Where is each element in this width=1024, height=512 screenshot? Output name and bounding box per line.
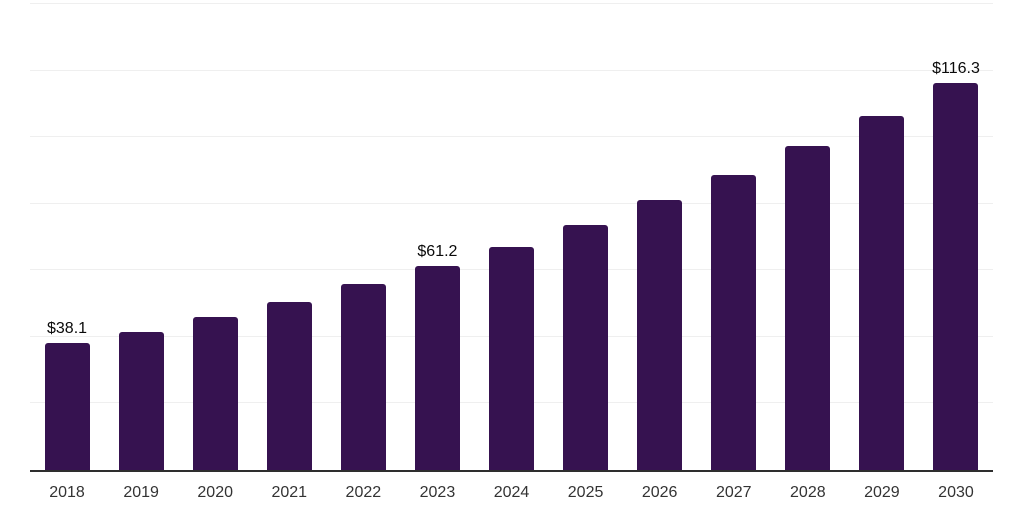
x-tick-2028: 2028 xyxy=(790,484,826,501)
bar-slot-2030: $116.3 xyxy=(919,0,993,470)
bar-2018 xyxy=(44,343,90,470)
x-tick-2025: 2025 xyxy=(567,484,604,501)
bar-slot-2027 xyxy=(697,0,771,470)
x-tick-2022: 2022 xyxy=(345,484,382,501)
bar-slot-2020 xyxy=(178,0,252,470)
x-tick-2020: 2020 xyxy=(197,484,233,501)
bar-slot-2019 xyxy=(104,0,178,470)
x-tick-2029: 2029 xyxy=(864,484,900,501)
x-tick-2021: 2021 xyxy=(271,484,308,501)
bar-2020 xyxy=(192,316,238,470)
bar-2028 xyxy=(785,145,831,470)
x-tick-2023: 2023 xyxy=(419,484,456,501)
x-tick-2030: 2030 xyxy=(938,484,974,501)
bar-2026 xyxy=(637,200,683,470)
bar-slot-2021 xyxy=(252,0,326,470)
x-axis-labels: 2018 2019 2020 2021 2022 2023 2024 2025 2026 2027… xyxy=(30,484,993,502)
bar-slot-2026 xyxy=(623,0,697,470)
bar-value-label-2030: $116.3 xyxy=(932,59,980,77)
bar-value-label-2018: $38.1 xyxy=(47,320,88,338)
bar-2023 xyxy=(414,266,460,470)
x-tick-2024: 2024 xyxy=(493,484,530,501)
bar-2021 xyxy=(266,302,312,470)
plot-area: $38.1 $61.2 $116.3 xyxy=(30,0,993,472)
gridline-80 xyxy=(30,202,993,204)
x-tick-2019: 2019 xyxy=(123,484,159,501)
x-tick-2018: 2018 xyxy=(49,484,85,501)
bar-2022 xyxy=(340,284,386,470)
x-axis-line xyxy=(30,470,993,472)
bar-value-label-2023: $61.2 xyxy=(417,243,458,261)
bar-2027 xyxy=(711,175,757,470)
bar-slot-2025 xyxy=(549,0,623,470)
gridline-120 xyxy=(30,69,993,71)
bar-slot-2028 xyxy=(771,0,845,470)
bar-2019 xyxy=(118,331,164,470)
bar-slot-2029 xyxy=(845,0,919,470)
bar-slot-2023: $61.2 xyxy=(400,0,474,470)
bar-slot-2018: $38.1 xyxy=(30,0,104,470)
gridline-100 xyxy=(30,136,993,138)
x-tick-2026: 2026 xyxy=(641,484,678,501)
bar-2024 xyxy=(489,246,534,470)
bar-slot-2022 xyxy=(326,0,400,470)
bar-2025 xyxy=(563,224,609,470)
bar-2029 xyxy=(859,115,905,470)
bars-row: $38.1 $61.2 $116.3 xyxy=(30,0,993,470)
bar-2030 xyxy=(933,82,979,470)
bar-slot-2024 xyxy=(474,0,548,470)
x-tick-2027: 2027 xyxy=(715,484,752,501)
gridline-140 xyxy=(30,3,993,4)
